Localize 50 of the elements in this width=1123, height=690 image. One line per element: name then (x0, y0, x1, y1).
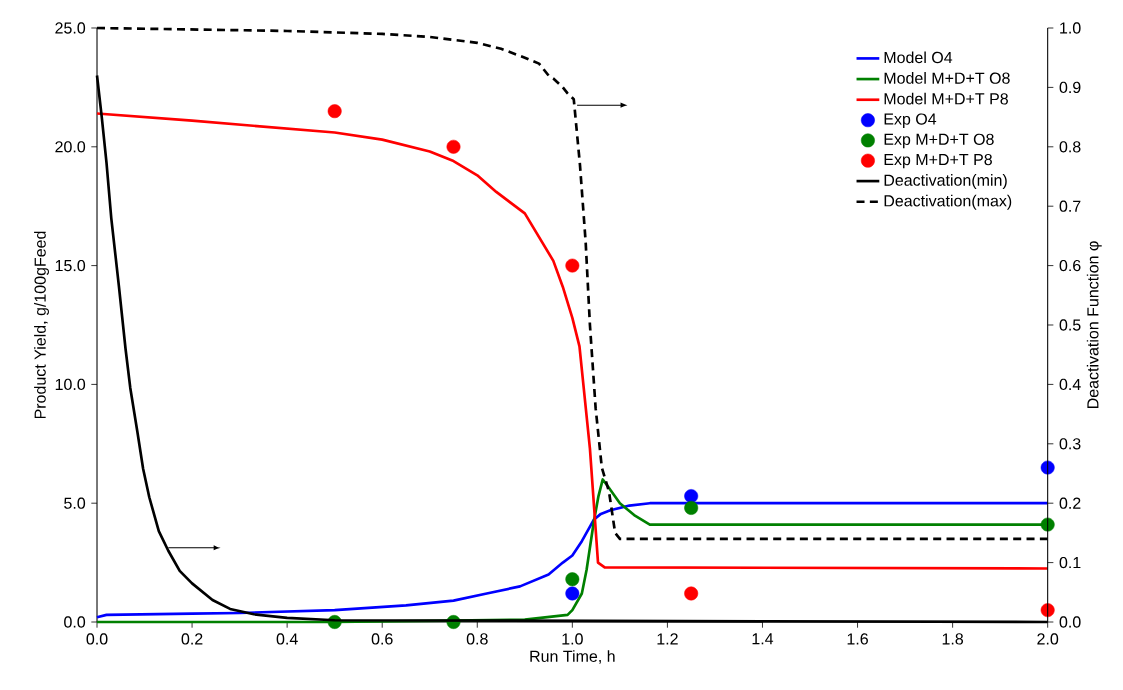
legend-label: Exp O4 (884, 113, 937, 128)
x-tick-label: 0.2 (181, 633, 203, 645)
x-tick-label: 1.8 (942, 633, 964, 645)
y2-tick-label: 0.6 (1059, 259, 1081, 272)
y2-tick-label: 0.9 (1059, 81, 1081, 94)
legend-label: Exp M+D+T O8 (884, 133, 994, 149)
x-tick-label: 1.0 (562, 633, 583, 645)
x-tick-label: 1.4 (752, 633, 774, 645)
legend-label: Deactivation(max) (884, 194, 1012, 210)
point (684, 501, 699, 515)
x-tick-label: 0.6 (371, 633, 393, 645)
x-axis-title: Run Time, h (530, 650, 615, 664)
y2-tick-label: 0.3 (1059, 438, 1081, 450)
point (565, 572, 580, 587)
point (565, 258, 580, 273)
x-tick-label: 1.6 (847, 633, 868, 645)
y-tick-label: 15.0 (55, 259, 86, 272)
x-tick-label: 0.4 (276, 633, 298, 645)
point (1040, 603, 1055, 618)
y-axis-title: Product Yield, g/100gFeed (34, 231, 49, 419)
y2-tick-label: 0.8 (1059, 141, 1081, 153)
legend-label: Model M+D+T O8 (884, 72, 1010, 84)
point (684, 586, 699, 601)
legend-label: Model M+D+T P8 (884, 92, 1008, 105)
y-tick-label: 0.0 (64, 616, 86, 628)
legend-label: Deactivation(min) (884, 174, 1007, 190)
y2-tick-label: 0.2 (1059, 497, 1081, 509)
x-tick-label: 2.0 (1037, 633, 1059, 645)
legend-label: Exp M+D+T P8 (884, 153, 992, 169)
y-tick-label: 20.0 (55, 141, 86, 153)
point (446, 139, 461, 154)
y2-tick-label: 0.5 (1059, 319, 1081, 331)
y-tick-label: 25.0 (55, 22, 86, 34)
y-tick-label: 10.0 (55, 378, 86, 391)
y2-tick-label: 0.7 (1059, 200, 1081, 212)
y2-tick-label: 0.1 (1059, 556, 1081, 569)
x-tick-label: 0.8 (466, 633, 488, 645)
x-tick-label: 0.0 (86, 633, 108, 645)
y2-tick-label: 1.0 (1060, 22, 1081, 34)
point (1040, 460, 1055, 475)
y2-tick-label: 0.4 (1059, 378, 1081, 391)
point (1040, 517, 1055, 532)
y-tick-label: 5.0 (64, 497, 86, 509)
point (565, 586, 580, 601)
x-tick-label: 1.2 (657, 633, 678, 645)
legend-label: Model O4 (884, 51, 953, 64)
point (684, 489, 699, 504)
point (327, 104, 342, 119)
y2-axis-title: Deactivation Function φ (1086, 241, 1102, 409)
y2-tick-label: 0.0 (1059, 616, 1081, 628)
